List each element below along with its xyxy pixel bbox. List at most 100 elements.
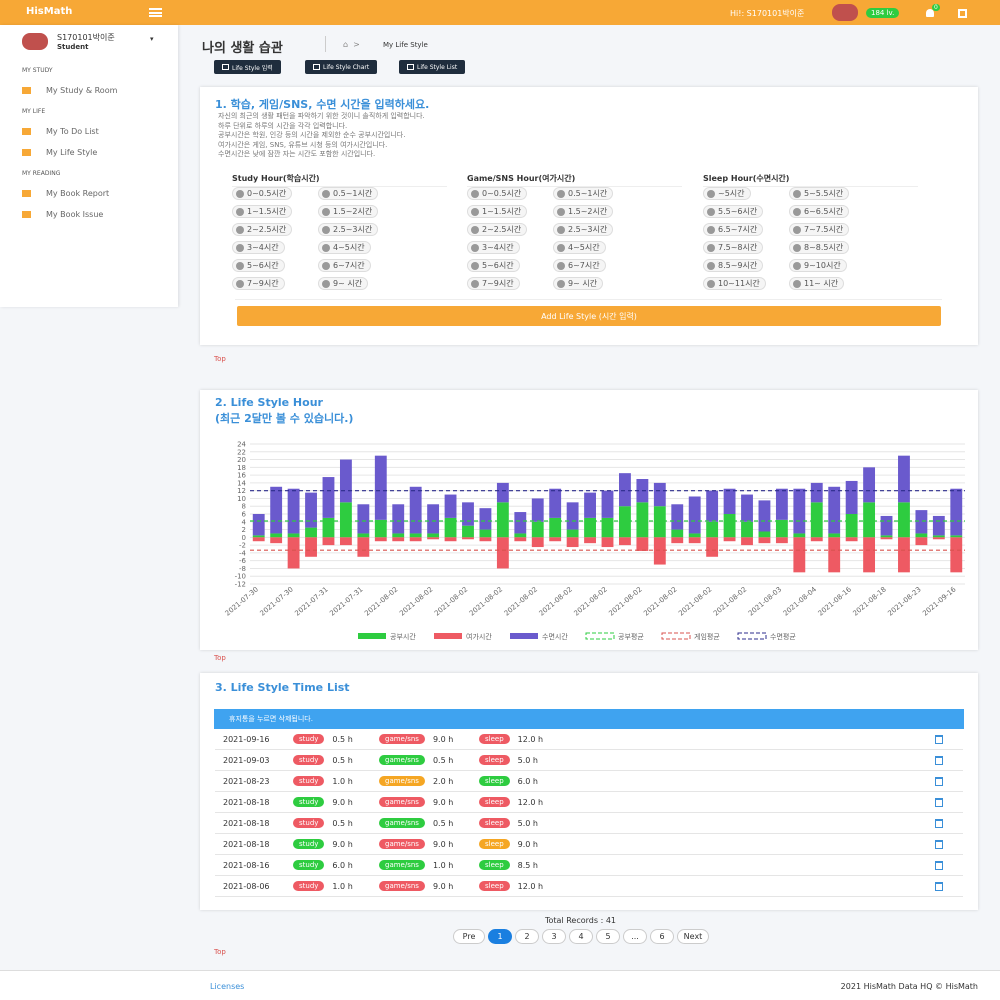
add-button[interactable]: Add Life Style (시간 입력) [237, 306, 941, 326]
menu-toggle[interactable] [149, 8, 162, 17]
bar [270, 486, 283, 534]
tab-button[interactable]: Life Style List [399, 60, 466, 74]
option-pill[interactable]: 1.5~2시간 [553, 205, 614, 218]
page-button[interactable]: 6 [650, 929, 674, 944]
top-link[interactable]: Top [214, 654, 226, 662]
option-pill[interactable]: 1.5~2시간 [318, 205, 379, 218]
option-pill[interactable]: 4~5시간 [318, 241, 371, 254]
row-item: study 0.5 h [293, 755, 379, 765]
tag: study [293, 734, 325, 744]
greeting: Hi!: S170101박이준 [730, 9, 805, 18]
page-button[interactable]: 5 [596, 929, 620, 944]
dropdown-caret[interactable]: ▾ [150, 35, 154, 43]
option-pill[interactable]: 1~1.5시간 [232, 205, 293, 218]
option-pill[interactable]: 7~7.5시간 [789, 223, 850, 236]
option-pill[interactable]: 0~0.5시간 [232, 187, 293, 200]
option-pill[interactable]: 0.5~1시간 [553, 187, 614, 200]
top-link[interactable]: Top [214, 355, 226, 363]
trash-icon[interactable] [935, 755, 943, 765]
option-label: 10~11시간 [718, 279, 760, 288]
option-pill[interactable]: 5~5.5시간 [789, 187, 850, 200]
option-pill[interactable]: 5~6시간 [467, 259, 520, 272]
option-pill[interactable]: ~5시간 [703, 187, 751, 200]
option-pill[interactable]: 2~2.5시간 [467, 223, 528, 236]
tab-button[interactable]: Life Style Chart [305, 60, 378, 74]
option-pill[interactable]: 5~6시간 [232, 259, 285, 272]
option-label: 2~2.5시간 [247, 225, 287, 234]
sidebar-icon [22, 149, 31, 156]
page-button[interactable]: 4 [569, 929, 593, 944]
option-pill[interactable]: 6~7시간 [318, 259, 371, 272]
bell-icon[interactable] [926, 9, 934, 17]
sidebar-item[interactable]: My To Do List [46, 127, 99, 136]
option-pill[interactable]: 6~6.5시간 [789, 205, 850, 218]
avatar[interactable] [832, 4, 858, 21]
option-pill[interactable]: 6~7시간 [553, 259, 606, 272]
trash-icon[interactable] [935, 860, 943, 870]
tab-label: Life Style Chart [323, 63, 370, 71]
y-tick-label: 8 [242, 503, 246, 511]
row-value: 9.0 h [332, 797, 353, 807]
option-pill[interactable]: 8.5~9시간 [703, 259, 764, 272]
bar [828, 533, 841, 538]
option-icon [322, 189, 330, 198]
y-tick-label: -8 [239, 565, 246, 573]
page-button[interactable]: 1 [488, 929, 512, 944]
option-pill[interactable]: 8~8.5시간 [789, 241, 850, 254]
licenses-link[interactable]: Licenses [210, 982, 245, 991]
breadcrumb-home[interactable]: ⌂ > [343, 40, 360, 49]
top-link[interactable]: Top [214, 948, 226, 956]
option-icon [557, 261, 565, 270]
list-card: 3. Life Style Time List 휴지통을 누르면 삭제됩니다. … [200, 673, 978, 910]
trash-icon[interactable] [935, 839, 943, 849]
option-pill[interactable]: 0.5~1시간 [318, 187, 379, 200]
page-button[interactable]: ... [623, 929, 647, 944]
trash-icon[interactable] [935, 818, 943, 828]
option-pill[interactable]: 5.5~6시간 [703, 205, 764, 218]
option-pill[interactable]: 7.5~8시간 [703, 241, 764, 254]
trash-icon[interactable] [935, 881, 943, 891]
page-button[interactable]: 2 [515, 929, 539, 944]
option-pill[interactable]: 11~ 시간 [789, 277, 845, 290]
option-pill[interactable]: 2~2.5시간 [232, 223, 293, 236]
option-label: 5.5~6시간 [718, 207, 758, 216]
page-button[interactable]: Next [677, 929, 709, 944]
option-pill[interactable]: 7~9시간 [232, 277, 285, 290]
sidebar-item[interactable]: My Book Issue [46, 210, 104, 219]
trash-icon[interactable] [935, 734, 943, 744]
option-icon [236, 243, 244, 252]
logout-icon[interactable] [958, 9, 967, 18]
option-pill[interactable]: 6.5~7시간 [703, 223, 764, 236]
row-date: 2021-08-18 [223, 839, 270, 849]
option-pill[interactable]: 9~ 시간 [553, 277, 604, 290]
option-pill[interactable]: 3~4시간 [467, 241, 520, 254]
tab-button[interactable]: Life Style 입력 [214, 60, 281, 74]
section-title: 1. 학습, 게임/SNS, 수면 시간을 입력하세요. [215, 98, 430, 111]
option-pill[interactable]: 3~4시간 [232, 241, 285, 254]
bar [392, 533, 405, 538]
option-pill[interactable]: 1~1.5시간 [467, 205, 528, 218]
option-icon [707, 189, 715, 198]
sidebar-item[interactable]: My Study & Room [46, 86, 118, 95]
trash-icon[interactable] [935, 797, 943, 807]
row-value: 9.0 h [432, 881, 454, 891]
row-value: 0.5 h [432, 755, 454, 765]
option-pill[interactable]: 10~11시간 [703, 277, 766, 290]
option-pill[interactable]: 9~ 시간 [318, 277, 369, 290]
option-pill[interactable]: 0~0.5시간 [467, 187, 528, 200]
bar [287, 488, 300, 534]
option-pill[interactable]: 2.5~3시간 [553, 223, 614, 236]
bar [514, 512, 527, 534]
option-pill[interactable]: 4~5시간 [553, 241, 606, 254]
sidebar-item[interactable]: My Life Style [46, 148, 98, 157]
option-pill[interactable]: 7~9시간 [467, 277, 520, 290]
bar [619, 506, 631, 538]
option-pill[interactable]: 9~10시간 [789, 259, 847, 272]
option-pill[interactable]: 2.5~3시간 [318, 223, 379, 236]
trash-icon[interactable] [935, 776, 943, 786]
copyright: 2021 HisMath Data HQ © HisMath [840, 982, 978, 991]
page-button[interactable]: Pre [453, 929, 485, 944]
page-button[interactable]: 3 [542, 929, 566, 944]
logo[interactable]: HisMath [26, 6, 73, 17]
sidebar-item[interactable]: My Book Report [46, 189, 110, 198]
